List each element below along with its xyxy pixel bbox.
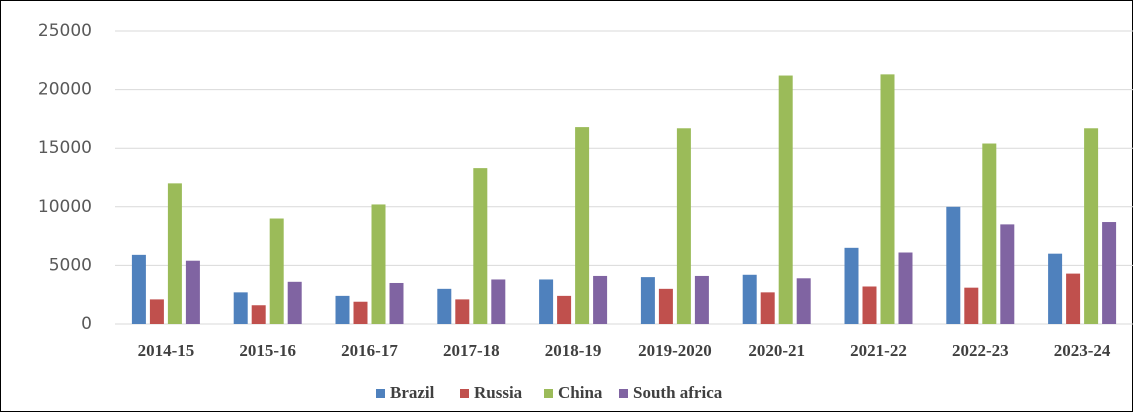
bar — [335, 295, 350, 324]
bar — [389, 282, 404, 324]
bar — [796, 278, 811, 324]
bar — [233, 292, 248, 324]
bar — [1066, 273, 1081, 324]
legend-label: China — [558, 383, 603, 402]
legend-swatch — [544, 389, 553, 398]
bar — [185, 260, 200, 324]
legend-label: Russia — [474, 383, 523, 402]
bar — [455, 299, 470, 324]
x-tick-label: 2016-17 — [341, 341, 398, 360]
bar — [167, 183, 182, 324]
bar — [149, 299, 164, 324]
bar — [964, 287, 979, 324]
bar — [491, 279, 506, 324]
bar — [353, 301, 368, 324]
bar — [694, 275, 709, 324]
x-tick-label: 2018-19 — [545, 341, 602, 360]
y-tick-label: 25000 — [38, 21, 92, 41]
bar — [880, 74, 895, 324]
x-tick-label: 2015-16 — [239, 341, 296, 360]
bar — [982, 143, 997, 324]
bar — [251, 305, 266, 324]
bar — [1048, 253, 1063, 324]
legend-swatch — [619, 389, 628, 398]
bar — [131, 254, 146, 324]
y-tick-label: 10000 — [38, 197, 92, 217]
bar — [640, 277, 655, 324]
bar — [539, 279, 554, 324]
y-tick-label: 15000 — [38, 138, 92, 158]
bar — [269, 218, 284, 324]
x-tick-label: 2019-2020 — [638, 341, 712, 360]
bar — [1084, 128, 1099, 324]
x-tick-label: 2020-21 — [748, 341, 805, 360]
bar — [742, 274, 757, 324]
bar — [1000, 224, 1015, 324]
legend-label: South africa — [633, 383, 723, 402]
bar — [371, 204, 386, 324]
legend-label: Brazil — [390, 383, 435, 402]
y-tick-label: 20000 — [38, 80, 92, 100]
x-tick-label: 2017-18 — [443, 341, 500, 360]
bar — [437, 288, 452, 324]
bar — [862, 286, 877, 324]
x-tick-label: 2023-24 — [1054, 341, 1111, 360]
bar — [676, 128, 691, 324]
bar — [1102, 222, 1117, 324]
y-tick-label: 5000 — [49, 255, 92, 275]
bar — [287, 281, 302, 324]
legend-swatch — [460, 389, 469, 398]
bar — [575, 127, 590, 324]
bar — [898, 252, 913, 324]
bar — [844, 247, 859, 324]
bar — [778, 75, 793, 324]
y-tick-label: 0 — [81, 314, 92, 334]
bar — [946, 206, 961, 324]
bar — [473, 168, 488, 324]
x-tick-label: 2022-23 — [952, 341, 1009, 360]
x-tick-label: 2021-22 — [850, 341, 907, 360]
x-tick-label: 2014-15 — [138, 341, 195, 360]
bar — [557, 295, 572, 324]
legend-swatch — [376, 389, 385, 398]
bar — [760, 292, 775, 324]
bar — [658, 288, 673, 324]
bar — [593, 275, 608, 324]
